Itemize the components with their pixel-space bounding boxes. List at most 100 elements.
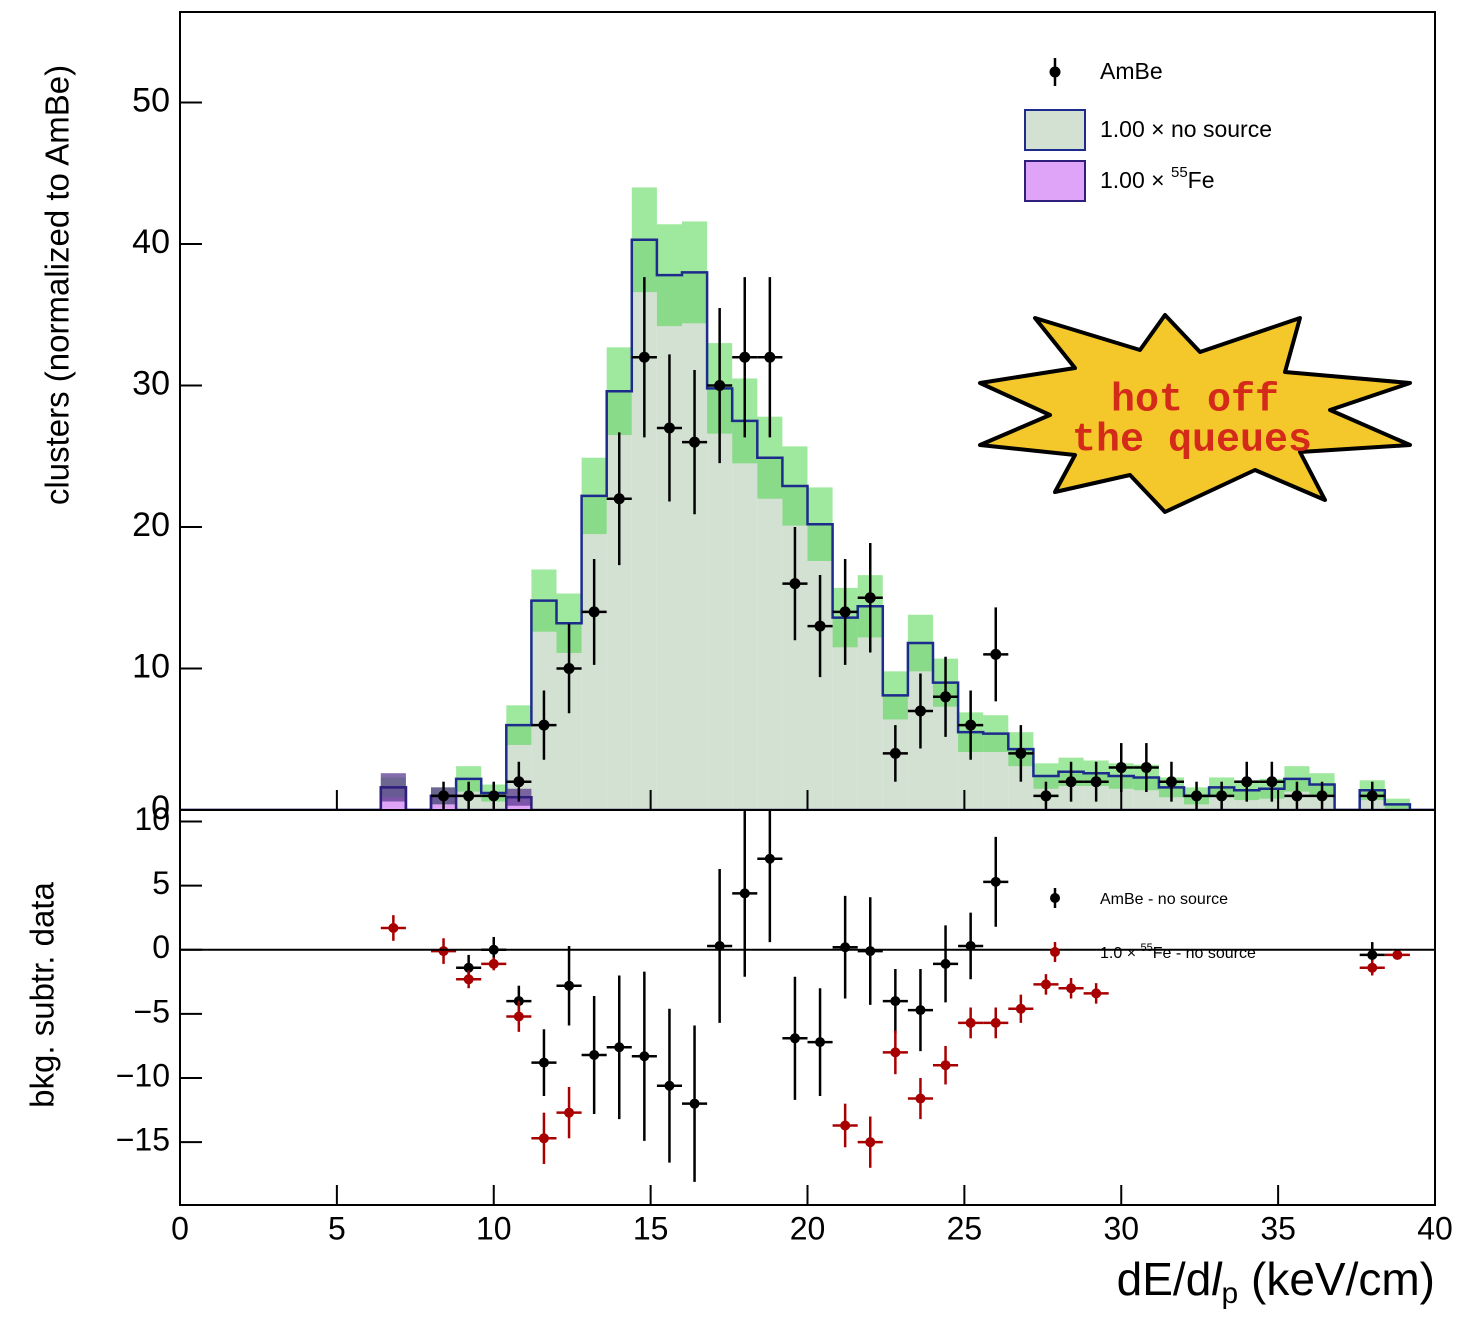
data-point xyxy=(513,776,525,788)
data-point xyxy=(714,380,726,392)
data-point xyxy=(839,606,851,618)
data-point xyxy=(463,790,475,802)
data-point xyxy=(840,1120,851,1131)
data-point xyxy=(1091,988,1102,999)
data-point xyxy=(814,620,826,632)
y-tick-label: −5 xyxy=(134,993,170,1029)
data-point xyxy=(1040,979,1051,990)
data-point xyxy=(815,1037,826,1048)
text-part: 55 xyxy=(1140,942,1152,954)
data-point xyxy=(1392,949,1403,960)
y-tick-label: 20 xyxy=(132,506,170,544)
data-point xyxy=(889,747,901,759)
legend-label: 1.0 × 55Fe - no source xyxy=(1100,942,1256,962)
data-point xyxy=(965,940,976,951)
y-tick-label: 10 xyxy=(132,647,170,685)
data-point xyxy=(614,1042,625,1053)
data-point xyxy=(990,1017,1001,1028)
data-point xyxy=(1266,776,1278,788)
data-point xyxy=(564,1107,575,1118)
data-point xyxy=(1165,776,1177,788)
data-point xyxy=(965,1017,976,1028)
histogram-bar xyxy=(682,272,708,810)
data-point xyxy=(1040,790,1052,802)
legend-label: 1.00 × 55Fe xyxy=(1100,164,1215,193)
y-tick-label: 50 xyxy=(132,82,170,120)
data-point xyxy=(538,1057,549,1068)
data-point xyxy=(589,1049,600,1060)
data-point xyxy=(865,946,876,957)
data-point xyxy=(1216,790,1228,802)
annotation: hot off xyxy=(1111,379,1279,424)
data-point xyxy=(538,1133,549,1144)
legend-label: AmBe - no source xyxy=(1100,891,1228,908)
data-point xyxy=(1366,790,1378,802)
text-part: 55 xyxy=(1171,164,1188,181)
text-part: 1.0 × xyxy=(1100,945,1140,962)
data-point xyxy=(1015,747,1027,759)
data-point xyxy=(463,974,474,985)
x-tick-label: 35 xyxy=(1260,1210,1296,1246)
x-tick-label: 10 xyxy=(476,1210,512,1246)
data-point xyxy=(388,922,399,933)
y-axis-title: bkg. subtr. data xyxy=(24,882,61,1108)
data-point xyxy=(990,876,1001,887)
text-part: dE/d xyxy=(1117,1253,1212,1305)
data-point xyxy=(538,719,550,731)
data-point xyxy=(915,1005,926,1016)
x-tick-label: 40 xyxy=(1417,1210,1453,1246)
data-point xyxy=(915,1093,926,1104)
y-tick-label: 0 xyxy=(151,789,170,827)
annotation: the queues xyxy=(1072,419,1312,464)
bottom-frame xyxy=(179,809,1436,1206)
y-tick-label: 10 xyxy=(134,801,170,837)
data-point xyxy=(990,648,1002,660)
data-point xyxy=(664,1080,675,1091)
data-point xyxy=(438,946,449,957)
bottom-plot-area xyxy=(380,810,1410,1182)
data-point xyxy=(1316,790,1328,802)
x-axis-title: dE/dlp (keV/cm) xyxy=(1117,1253,1435,1310)
data-point xyxy=(1367,962,1378,973)
data-point xyxy=(764,853,775,864)
data-point xyxy=(689,1098,700,1109)
data-point xyxy=(890,996,901,1007)
data-point xyxy=(1015,1003,1026,1014)
data-point xyxy=(739,888,750,899)
x-tick-label: 5 xyxy=(328,1210,346,1246)
data-point xyxy=(714,940,725,951)
x-tick-label: 15 xyxy=(633,1210,669,1246)
text-part: Fe xyxy=(1188,167,1215,193)
y-tick-label: 30 xyxy=(132,365,170,403)
legend-marker xyxy=(1050,893,1060,903)
data-point xyxy=(789,578,801,590)
x-tick-label: 20 xyxy=(790,1210,826,1246)
data-point xyxy=(639,1051,650,1062)
data-point xyxy=(463,962,474,973)
data-point xyxy=(1115,762,1127,774)
legend-swatch xyxy=(1024,160,1086,202)
y-axis-title: clusters (normalized to AmBe) xyxy=(39,65,76,505)
data-point xyxy=(789,1033,800,1044)
histogram-bar xyxy=(757,457,783,810)
legend-label: AmBe xyxy=(1100,58,1163,84)
data-point xyxy=(764,351,776,363)
data-point xyxy=(488,958,499,969)
data-point xyxy=(1291,790,1303,802)
data-point xyxy=(914,705,926,717)
data-point xyxy=(613,493,625,505)
top-plot-area xyxy=(180,187,1435,810)
data-point xyxy=(588,606,600,618)
y-tick-label: 5 xyxy=(152,865,170,901)
data-point xyxy=(513,1011,524,1022)
data-point xyxy=(1140,762,1152,774)
y-tick-label: −15 xyxy=(116,1122,170,1158)
x-tick-label: 0 xyxy=(171,1210,189,1246)
data-point xyxy=(1191,790,1203,802)
y-tick-label: −10 xyxy=(116,1057,170,1093)
text-part: 1.00 × xyxy=(1100,167,1171,193)
data-point xyxy=(689,436,701,448)
histogram-outline xyxy=(180,238,1435,810)
text-part: p xyxy=(1222,1277,1239,1310)
